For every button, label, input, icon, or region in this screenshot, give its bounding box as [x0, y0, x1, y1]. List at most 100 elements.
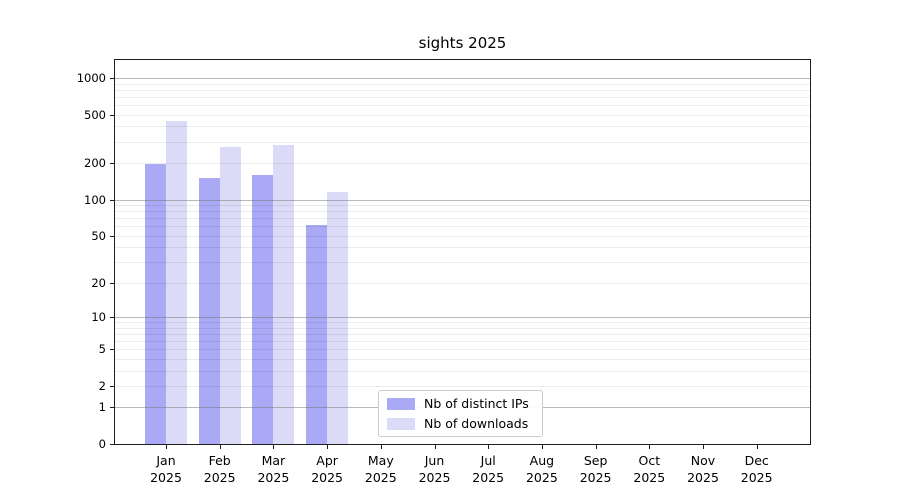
- legend: Nb of distinct IPs Nb of downloads: [378, 390, 543, 437]
- x-tick-label-may: May 2025: [365, 452, 397, 486]
- x-tick-year: 2025: [418, 470, 451, 485]
- gridline-minor-6: [115, 340, 810, 342]
- gridline-minor-7: [115, 333, 810, 335]
- x-tick-label-apr: Apr 2025: [311, 452, 343, 486]
- plot-area: [114, 59, 811, 445]
- y-tick-label-200: 200: [84, 156, 106, 170]
- y-tick-label-5: 5: [98, 342, 106, 357]
- gridline-minor-600: [115, 105, 810, 106]
- x-tick-year: 2025: [203, 470, 236, 485]
- gridline-minor-5: [115, 349, 810, 351]
- x-tick-mark-nov: [703, 445, 704, 449]
- x-tick-year: 2025: [740, 470, 773, 485]
- x-tick-label-dec: Dec 2025: [741, 452, 773, 486]
- bar-downloads-jan: [166, 121, 187, 444]
- x-tick-year: 2025: [633, 470, 666, 485]
- x-tick-year: 2025: [579, 470, 612, 485]
- y-tick-label-20: 20: [91, 275, 106, 290]
- gridline-minor-90: [115, 205, 810, 206]
- y-tick-label-0: 0: [98, 437, 106, 451]
- gridline-minor-200: [115, 163, 810, 164]
- x-tick-month: Feb: [208, 453, 231, 468]
- x-tick-label-feb: Feb 2025: [204, 452, 236, 486]
- gridline-minor-3: [115, 370, 810, 372]
- x-tick-month: Jan: [156, 453, 176, 468]
- bar-downloads-feb: [219, 147, 241, 444]
- x-tick-month: Mar: [261, 453, 286, 468]
- x-tick-year: 2025: [364, 470, 397, 485]
- bar-distinct-ips-mar: [252, 174, 274, 444]
- y-tick-label-500: 500: [84, 107, 106, 122]
- y-tick-mark-100: [110, 199, 114, 201]
- y-tick-mark-1000: [110, 77, 114, 79]
- bar-distinct-ips-feb: [198, 178, 220, 444]
- legend-item-distinct-ips: Nb of distinct IPs: [385, 396, 536, 411]
- x-tick-year: 2025: [525, 470, 558, 485]
- x-tick-month: Sep: [583, 453, 608, 468]
- x-tick-mark-feb: [219, 445, 221, 449]
- x-tick-year: 2025: [311, 470, 343, 485]
- x-tick-month: Aug: [529, 453, 555, 468]
- x-tick-month: Jul: [480, 453, 496, 468]
- gridline-minor-60: [115, 226, 810, 228]
- chart-title: sights 2025: [418, 34, 507, 52]
- x-tick-mark-oct: [649, 445, 651, 449]
- gridline-minor-800: [115, 89, 810, 91]
- x-tick-mark-dec: [756, 445, 758, 449]
- y-tick-label-1: 1: [98, 400, 106, 415]
- bar-downloads-apr: [327, 192, 349, 444]
- x-tick-mark-may: [380, 445, 382, 449]
- y-tick-mark-200: [110, 163, 114, 164]
- x-tick-mark-mar: [273, 445, 275, 449]
- gridline-minor-80: [115, 211, 810, 213]
- y-tick-label-10: 10: [91, 310, 106, 324]
- x-tick-month: May: [367, 453, 394, 468]
- y-tick-mark-500: [110, 114, 114, 116]
- gridline-minor-8: [115, 327, 810, 329]
- x-tick-label-aug: Aug 2025: [526, 452, 558, 486]
- legend-swatch-distinct-ips-icon: [387, 397, 415, 410]
- y-tick-mark-20: [110, 282, 114, 284]
- gridline-minor-40: [115, 247, 810, 249]
- x-tick-month: Nov: [690, 453, 716, 468]
- gridline-major-100: [115, 199, 810, 201]
- x-tick-year: 2025: [472, 470, 505, 485]
- x-tick-label-sep: Sep 2025: [580, 452, 612, 486]
- x-tick-mark-jun: [434, 445, 436, 449]
- gridline-minor-4: [115, 358, 810, 360]
- bar-distinct-ips-jan: [145, 164, 166, 444]
- x-tick-month: Oct: [638, 453, 661, 468]
- gridline-minor-30: [115, 262, 810, 264]
- legend-swatch-downloads-icon: [387, 417, 415, 430]
- y-tick-mark-50: [110, 235, 114, 237]
- gridline-minor-20: [115, 282, 810, 284]
- x-tick-month: Apr: [316, 453, 338, 468]
- gridline-minor-50: [115, 235, 810, 237]
- x-tick-year: 2025: [687, 470, 719, 485]
- gridline-minor-900: [115, 83, 810, 85]
- y-tick-mark-2: [110, 385, 114, 387]
- gridline-minor-300: [115, 141, 810, 143]
- x-tick-mark-aug: [541, 445, 543, 449]
- y-tick-mark-10: [110, 317, 114, 318]
- gridline-minor-400: [115, 126, 810, 128]
- legend-item-downloads: Nb of downloads: [385, 416, 536, 431]
- y-tick-mark-1: [110, 407, 114, 409]
- x-tick-mark-sep: [595, 445, 597, 449]
- gridline-major-1000: [115, 77, 810, 79]
- legend-label-distinct-ips: Nb of distinct IPs: [424, 396, 529, 411]
- x-tick-label-jul: Jul 2025: [472, 452, 504, 486]
- y-tick-mark-0: [110, 444, 114, 445]
- x-tick-label-jun: Jun 2025: [419, 452, 451, 486]
- x-tick-month: Dec: [744, 453, 769, 468]
- gridline-minor-70: [115, 218, 810, 220]
- x-tick-year: 2025: [150, 470, 182, 485]
- gridline-minor-2: [115, 385, 810, 387]
- gridline-minor-700: [115, 96, 810, 98]
- x-tick-year: 2025: [257, 470, 290, 485]
- x-tick-month: Jun: [424, 453, 445, 468]
- x-tick-mark-jul: [488, 445, 490, 449]
- gridline-minor-500: [115, 114, 810, 116]
- gridline-minor-9: [115, 322, 810, 323]
